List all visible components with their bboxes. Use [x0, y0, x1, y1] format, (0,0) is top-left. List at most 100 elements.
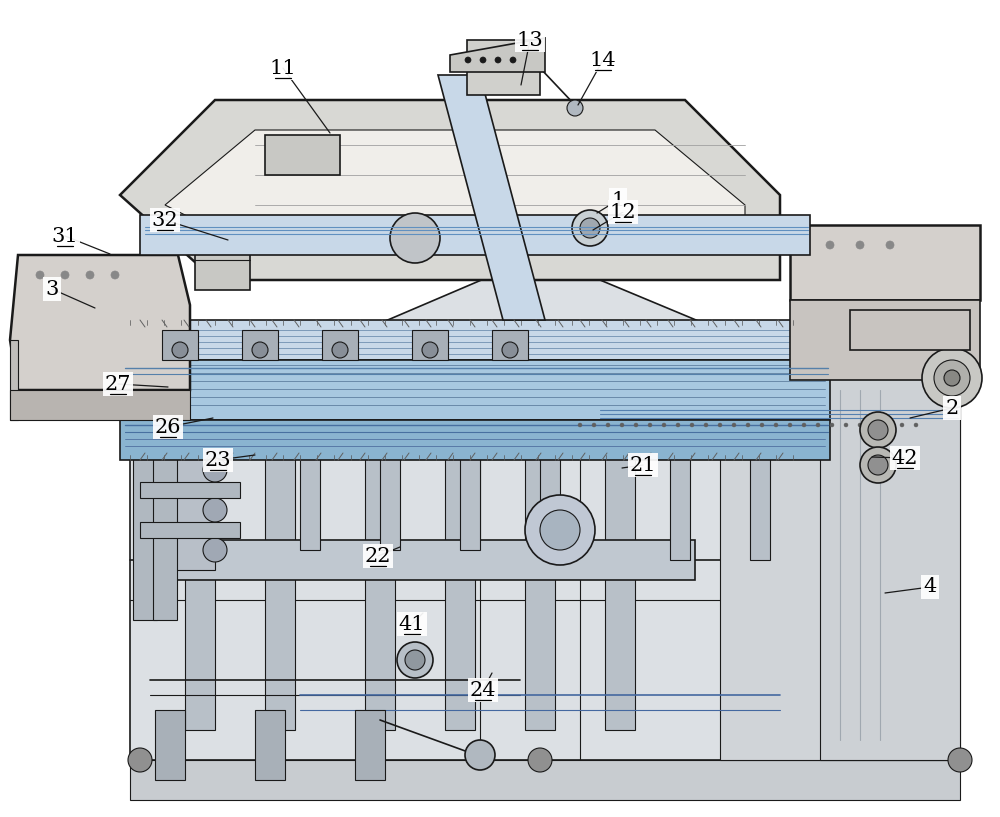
Circle shape: [86, 271, 94, 279]
Circle shape: [528, 748, 552, 772]
Circle shape: [634, 423, 638, 427]
Circle shape: [36, 271, 44, 279]
Polygon shape: [450, 38, 545, 72]
Circle shape: [886, 241, 894, 249]
Circle shape: [648, 423, 652, 427]
Circle shape: [525, 495, 595, 565]
Polygon shape: [790, 225, 980, 300]
Circle shape: [510, 57, 516, 63]
Circle shape: [690, 423, 694, 427]
Circle shape: [465, 740, 495, 770]
Circle shape: [495, 57, 501, 63]
Circle shape: [172, 342, 188, 358]
Polygon shape: [155, 540, 695, 580]
Polygon shape: [155, 710, 185, 780]
Circle shape: [732, 423, 736, 427]
Polygon shape: [355, 710, 385, 780]
Polygon shape: [380, 430, 400, 550]
Text: 12: 12: [610, 203, 636, 221]
Text: 27: 27: [105, 374, 131, 394]
Circle shape: [796, 241, 804, 249]
Polygon shape: [750, 380, 770, 560]
Polygon shape: [790, 300, 980, 380]
Circle shape: [922, 348, 982, 408]
Polygon shape: [670, 380, 690, 560]
Text: 14: 14: [590, 51, 616, 69]
Polygon shape: [120, 100, 780, 280]
Polygon shape: [175, 450, 215, 490]
Circle shape: [872, 423, 876, 427]
Polygon shape: [322, 330, 358, 360]
Circle shape: [826, 241, 834, 249]
Text: 2: 2: [945, 399, 959, 417]
Polygon shape: [300, 430, 320, 550]
Circle shape: [704, 423, 708, 427]
Polygon shape: [153, 430, 177, 620]
Circle shape: [540, 510, 580, 550]
Circle shape: [405, 650, 425, 670]
Text: 3: 3: [45, 279, 59, 298]
Polygon shape: [175, 530, 215, 570]
Polygon shape: [850, 310, 970, 350]
Circle shape: [868, 420, 888, 440]
Polygon shape: [130, 760, 960, 800]
Polygon shape: [130, 255, 960, 760]
Circle shape: [465, 57, 471, 63]
Circle shape: [830, 423, 834, 427]
Polygon shape: [140, 482, 240, 498]
Circle shape: [816, 423, 820, 427]
Circle shape: [948, 748, 972, 772]
Text: 13: 13: [517, 30, 543, 50]
Circle shape: [860, 412, 896, 448]
Text: 32: 32: [152, 211, 178, 230]
Circle shape: [746, 423, 750, 427]
Circle shape: [886, 423, 890, 427]
Circle shape: [718, 423, 722, 427]
Text: 22: 22: [365, 547, 391, 565]
Polygon shape: [525, 440, 555, 730]
Circle shape: [914, 423, 918, 427]
Polygon shape: [540, 430, 560, 550]
Polygon shape: [185, 440, 215, 730]
Circle shape: [578, 423, 582, 427]
Polygon shape: [140, 522, 240, 538]
Polygon shape: [120, 420, 830, 460]
Circle shape: [868, 455, 888, 475]
Text: 24: 24: [470, 681, 496, 699]
Circle shape: [592, 423, 596, 427]
Circle shape: [422, 342, 438, 358]
Text: 41: 41: [399, 614, 425, 633]
Circle shape: [397, 642, 433, 678]
Circle shape: [390, 213, 440, 263]
Circle shape: [788, 423, 792, 427]
Polygon shape: [492, 330, 528, 360]
Polygon shape: [242, 330, 278, 360]
Circle shape: [944, 370, 960, 386]
Text: 31: 31: [52, 226, 78, 245]
Text: 1: 1: [611, 190, 625, 209]
Polygon shape: [412, 330, 448, 360]
Circle shape: [844, 423, 848, 427]
Polygon shape: [140, 215, 810, 255]
Text: 26: 26: [155, 417, 181, 436]
Circle shape: [774, 423, 778, 427]
Polygon shape: [605, 440, 635, 730]
Circle shape: [61, 271, 69, 279]
Text: 11: 11: [270, 59, 296, 78]
Polygon shape: [133, 430, 157, 620]
Polygon shape: [10, 255, 190, 390]
Circle shape: [606, 423, 610, 427]
Circle shape: [332, 342, 348, 358]
Polygon shape: [438, 75, 545, 320]
Polygon shape: [445, 440, 475, 730]
Circle shape: [676, 423, 680, 427]
Circle shape: [252, 342, 268, 358]
Text: 42: 42: [892, 449, 918, 467]
Circle shape: [572, 210, 608, 246]
Circle shape: [128, 748, 152, 772]
Polygon shape: [120, 320, 830, 360]
Circle shape: [802, 423, 806, 427]
Polygon shape: [265, 440, 295, 730]
Polygon shape: [460, 430, 480, 550]
Circle shape: [858, 423, 862, 427]
